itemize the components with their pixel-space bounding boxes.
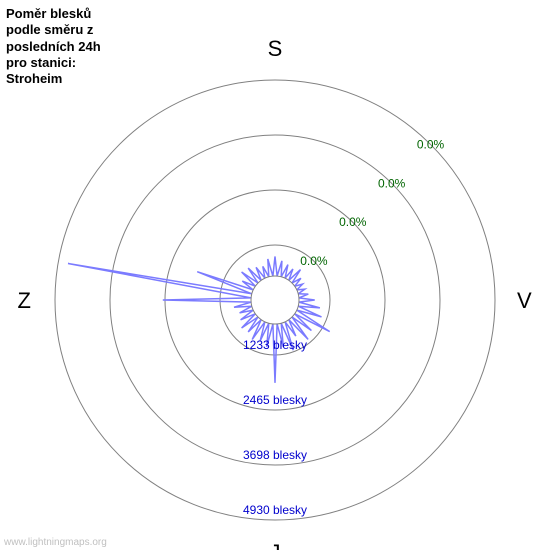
cardinal-S: S (268, 36, 283, 61)
footer-credit: www.lightningmaps.org (4, 537, 107, 548)
ring-label-count: 1233 blesky (243, 338, 307, 352)
cardinal-J: J (270, 540, 281, 550)
cardinal-V: V (517, 288, 532, 313)
ring-label-percent: 0.0% (300, 254, 328, 268)
ring-label-count: 3698 blesky (243, 448, 307, 462)
ring-label-count: 2465 blesky (243, 393, 307, 407)
polar-chart: 0.0% 1233 blesky 0.0% 2465 blesky 0.0% 3698 b… (0, 0, 550, 550)
rose-polygon (68, 256, 330, 382)
ring-label-percent: 0.0% (378, 176, 406, 190)
inner-hole (251, 276, 299, 324)
chart-container: Poměr blesků podle směru z posledních 24… (0, 0, 550, 550)
ring-label-count: 4930 blesky (243, 503, 307, 517)
ring-label-percent: 0.0% (417, 137, 445, 151)
cardinal-Z: Z (18, 288, 31, 313)
ring-label-percent: 0.0% (339, 215, 367, 229)
